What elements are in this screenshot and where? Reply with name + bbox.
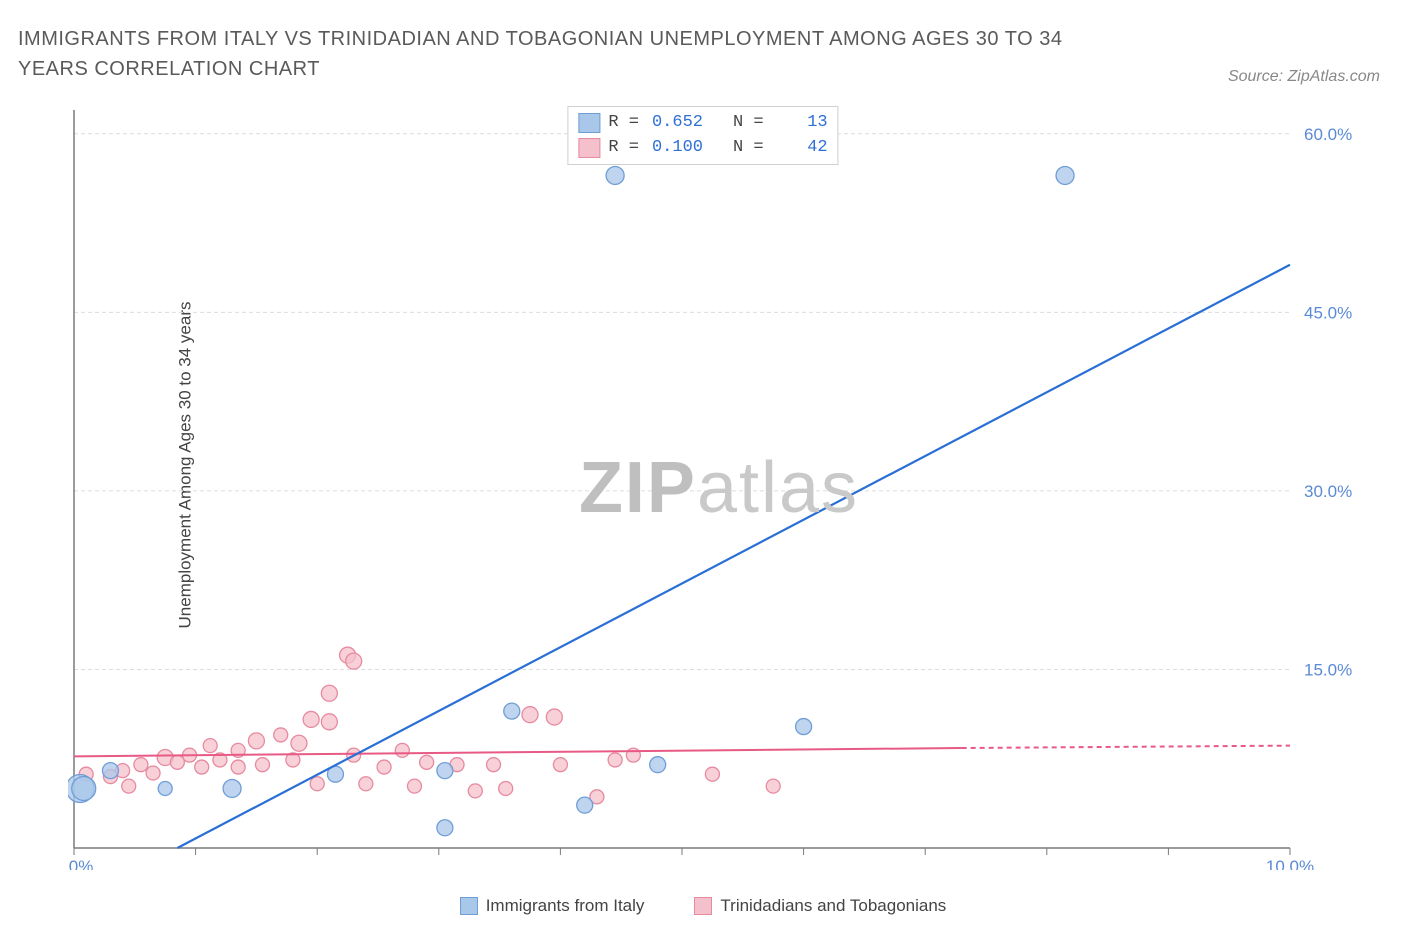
svg-text:15.0%: 15.0%	[1304, 660, 1352, 679]
svg-text:60.0%: 60.0%	[1304, 125, 1352, 144]
legend-item-tt: Trinidadians and Tobagonians	[694, 896, 946, 916]
svg-text:30.0%: 30.0%	[1304, 482, 1352, 501]
plot-area: 15.0%30.0%45.0%60.0%0.0%10.0% ZIPatlas	[68, 106, 1370, 870]
source-attribution: Source: ZipAtlas.com	[1228, 68, 1380, 86]
stats-legend: R = 0.652 N = 13 R = 0.100 N = 42	[567, 106, 838, 165]
chart-title: IMMIGRANTS FROM ITALY VS TRINIDADIAN AND…	[18, 24, 1106, 84]
chart-container: IMMIGRANTS FROM ITALY VS TRINIDADIAN AND…	[0, 0, 1406, 930]
stats-legend-row-tt: R = 0.100 N = 42	[578, 136, 827, 161]
legend-swatch-icon	[694, 897, 712, 915]
legend-swatch-tt	[578, 138, 600, 158]
legend-swatch-icon	[460, 897, 478, 915]
svg-text:10.0%: 10.0%	[1266, 857, 1314, 870]
svg-text:0.0%: 0.0%	[68, 857, 93, 870]
legend-item-italy: Immigrants from Italy	[460, 896, 645, 916]
stats-legend-row-italy: R = 0.652 N = 13	[578, 111, 827, 136]
legend-swatch-italy	[578, 113, 600, 133]
scatter-svg: 15.0% 30.0% 45.0% 60.0% 0.0% 10.0%	[68, 106, 1370, 870]
svg-text:45.0%: 45.0%	[1304, 303, 1352, 322]
series-legend: Immigrants from Italy Trinidadians and T…	[0, 896, 1406, 916]
